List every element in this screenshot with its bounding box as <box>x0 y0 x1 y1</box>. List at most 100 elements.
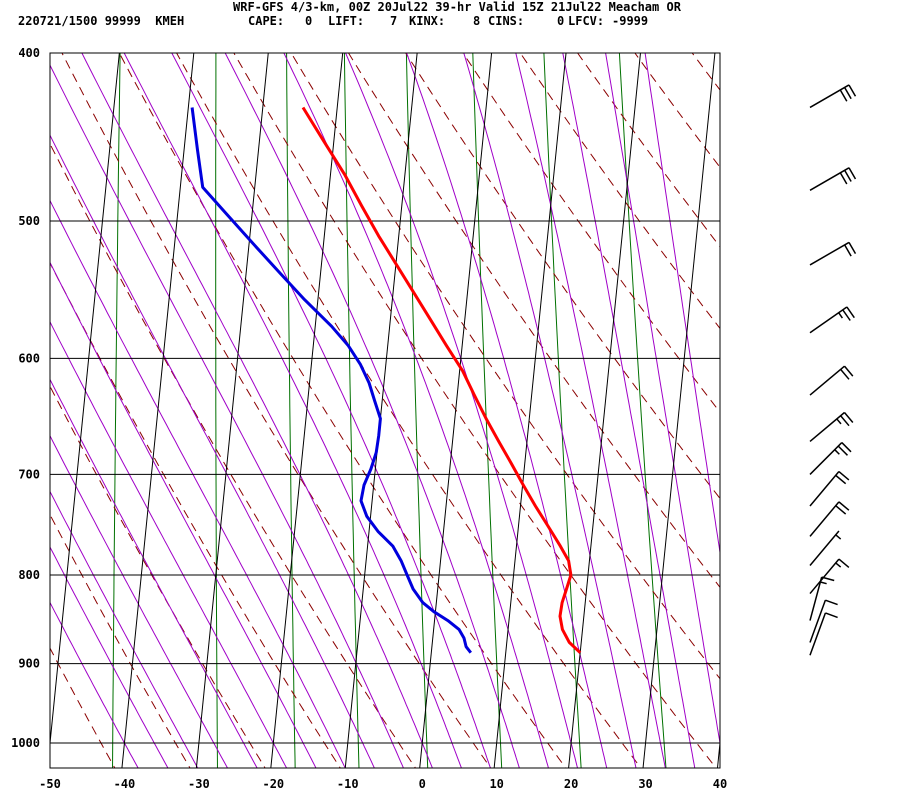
barb-staff <box>809 306 848 334</box>
barb-staff <box>809 576 823 621</box>
dry-adiabat-line <box>833 14 900 787</box>
mixing-ratio-line <box>215 53 218 768</box>
moist-adiabat-line <box>171 53 491 768</box>
barb-flag <box>842 309 851 321</box>
dry-adiabat-line <box>50 385 266 768</box>
dewpoint-trace <box>190 107 472 654</box>
cins-value: 0 <box>557 14 565 28</box>
barb-flag <box>825 612 838 619</box>
sounding-traces <box>190 106 582 654</box>
isotherm-line <box>419 53 493 768</box>
cins-label: CINS: <box>488 14 525 28</box>
moist-adiabat-line <box>283 53 549 768</box>
moist-adiabat-line <box>123 53 462 768</box>
moist-adiabat-line <box>50 601 139 768</box>
isotherm-line <box>568 53 641 768</box>
wind-barb <box>809 599 838 643</box>
barb-flag <box>840 415 850 427</box>
barb-flag <box>843 365 854 377</box>
dry-adiabats <box>50 14 900 787</box>
mixing-ratio-line <box>112 53 121 768</box>
wind-barb <box>809 84 857 109</box>
dry-adiabat-line <box>889 14 900 787</box>
barb-staff <box>809 558 840 595</box>
moist-adiabat-line <box>50 261 317 768</box>
temperature-tick-label: 20 <box>564 777 578 791</box>
cape-value: 0 <box>305 14 313 28</box>
barb-flag <box>825 599 838 606</box>
dry-adiabat-line <box>118 53 567 768</box>
moist-adiabat-line <box>50 378 258 768</box>
dry-adiabat-line <box>290 53 720 680</box>
wind-barb <box>809 365 854 396</box>
barb-flag <box>821 576 835 582</box>
mixing-ratio-lines <box>112 53 667 768</box>
temperature-tick-label: 10 <box>489 777 503 791</box>
moist-adiabat-line <box>50 320 288 768</box>
moist-adiabat-line <box>562 53 696 768</box>
temperature-tick-label: -50 <box>39 777 61 791</box>
barb-flag <box>835 505 847 515</box>
wind-barb <box>809 530 842 566</box>
pressure-tick-label: 700 <box>18 467 40 481</box>
wind-barb <box>809 241 857 266</box>
wind-barb <box>809 470 850 507</box>
moist-adiabat-line <box>50 199 346 768</box>
station-id: 220721/1500 99999 KMEH <box>18 14 185 28</box>
barb-flag <box>848 242 857 255</box>
dry-adiabat-line <box>233 53 717 768</box>
barb-flag <box>843 412 854 423</box>
lift-value: 7 <box>390 14 398 28</box>
barb-half-flag <box>836 418 842 425</box>
isotherm-line <box>50 53 120 748</box>
barb-staff <box>809 167 850 191</box>
lfcv-label: LFCV: <box>568 14 605 28</box>
temperature-tick-label: -30 <box>188 777 210 791</box>
pressure-tick-label: 500 <box>18 214 40 228</box>
isotherm-line <box>790 14 868 787</box>
temperature-tick-label: -40 <box>114 777 136 791</box>
barb-staff <box>809 365 845 396</box>
barb-flag <box>843 169 852 182</box>
dry-adiabat-line <box>347 53 720 589</box>
pressure-tick-label: 900 <box>18 657 40 671</box>
dry-adiabat-line <box>50 142 417 768</box>
wind-barb <box>809 411 854 443</box>
wind-barb <box>809 167 857 191</box>
barb-half-flag <box>820 581 827 585</box>
moist-adiabat-line <box>81 53 433 768</box>
barb-staff <box>809 442 843 475</box>
isotherm-line <box>195 53 269 768</box>
temperature-tick-label: 30 <box>638 777 652 791</box>
lfcv-value: -9999 <box>612 14 649 28</box>
moist-adiabat-line <box>50 434 229 768</box>
barb-staff <box>809 471 840 507</box>
temperature-trace <box>301 106 582 654</box>
station-indices-line: 220721/1500 99999 KMEH CAPE: 0 LIFT: 7 K… <box>18 14 648 182</box>
dry-adiabat-line <box>576 53 720 248</box>
barb-flag <box>835 474 847 485</box>
barb-staff <box>809 84 850 109</box>
barb-flag <box>838 501 850 511</box>
barb-flag <box>848 84 857 97</box>
dry-adiabat-line <box>50 261 341 768</box>
isotherm-line <box>716 738 720 768</box>
dry-adiabat-line <box>50 513 191 768</box>
dry-adiabat-line <box>176 53 642 768</box>
barb-staff <box>809 411 845 443</box>
temperature-tick-label: -20 <box>262 777 284 791</box>
isotherm-line <box>0 14 49 787</box>
barb-flag <box>841 442 852 453</box>
barb-half-flag <box>835 534 842 540</box>
moist-adiabat-line <box>50 134 375 768</box>
isotherm-line <box>270 53 344 768</box>
barb-flag <box>840 368 850 380</box>
pressure-tick-label: 1000 <box>11 736 40 750</box>
moist-adiabats <box>50 53 720 768</box>
wind-barb <box>809 612 838 656</box>
barb-flag <box>843 87 852 100</box>
barb-staff <box>809 501 840 537</box>
moist-adiabat-line <box>345 53 579 768</box>
moist-adiabat-line <box>406 53 608 768</box>
